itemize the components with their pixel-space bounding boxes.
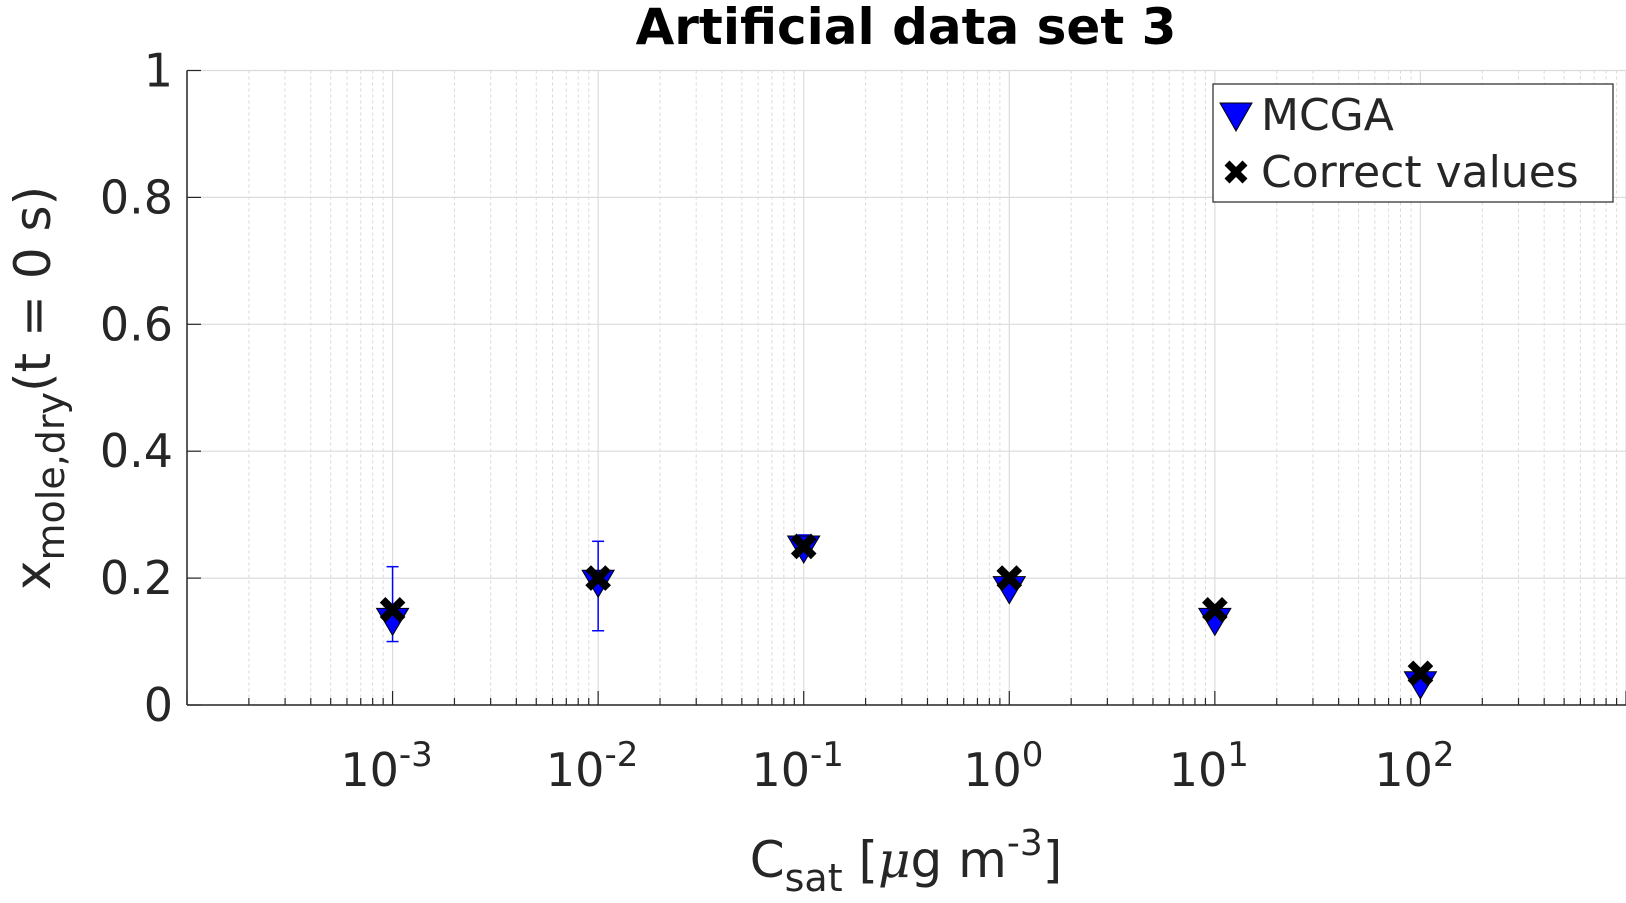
x-label-mu: μ xyxy=(878,831,911,889)
y-tick-label: 0.2 xyxy=(100,551,173,605)
correct-value-point xyxy=(379,596,406,623)
x-tick-labels: 10-3 10-2 10-1 100 101 102 xyxy=(340,735,1454,797)
x-label-base: C xyxy=(750,831,785,889)
legend-label-correct: Correct values xyxy=(1261,147,1579,198)
x-tick-label: 10-2 xyxy=(546,735,638,797)
y-tick-labels: 0 0.2 0.4 0.6 0.8 1 xyxy=(100,44,173,733)
data-marks xyxy=(375,533,1438,700)
y-tick-label: 0.6 xyxy=(100,297,173,351)
legend-label-mcga: MCGA xyxy=(1261,90,1394,141)
legend-box xyxy=(1212,83,1614,203)
legend-x-icon xyxy=(1224,160,1248,184)
chart-title: Artificial data set 3 xyxy=(636,0,1177,56)
x-mark-stroke xyxy=(1202,596,1228,623)
correct-value-point xyxy=(1202,596,1228,623)
x-mark-stroke xyxy=(1407,660,1434,687)
x-tick-label: 102 xyxy=(1374,735,1454,797)
x-axis-label: Csat [μg m-3] xyxy=(750,823,1063,900)
correct-value-point xyxy=(996,565,1023,591)
x-mark-stroke xyxy=(790,533,817,560)
x-tick-label: 10-1 xyxy=(751,735,843,797)
legend: MCGA Correct values xyxy=(1212,83,1614,203)
y-tick-label: 0.8 xyxy=(100,170,173,224)
x-tick-label: 100 xyxy=(963,735,1043,797)
axes xyxy=(186,69,1626,706)
x-mark-stroke xyxy=(585,565,611,591)
y-axis-label: xmole,dry(t = 0 s) xyxy=(4,186,73,590)
y-tick-label: 1 xyxy=(144,44,173,98)
y-tick-label: 0.4 xyxy=(100,424,173,478)
y-label-sub: mole,dry xyxy=(29,392,73,561)
x-label-rest: [ xyxy=(843,831,878,889)
correct-value-point xyxy=(585,565,611,591)
y-tick-label: 0 xyxy=(144,678,173,732)
x-tick-label: 10-3 xyxy=(340,735,432,797)
y-label-base: x xyxy=(4,560,62,590)
x-label-close: ] xyxy=(1043,831,1063,889)
y-label-rest: (t = 0 s) xyxy=(4,186,62,392)
x-label-unit: g m xyxy=(911,831,1007,889)
x-label-sub: sat xyxy=(785,856,843,900)
x-tick-label: 101 xyxy=(1169,735,1249,797)
x-mark-stroke xyxy=(996,565,1023,591)
x-label-sup: -3 xyxy=(1007,823,1043,864)
correct-value-point xyxy=(1407,660,1434,687)
legend-triangle-icon xyxy=(1219,102,1253,133)
correct-value-point xyxy=(790,533,817,560)
x-mark-stroke xyxy=(379,596,406,623)
